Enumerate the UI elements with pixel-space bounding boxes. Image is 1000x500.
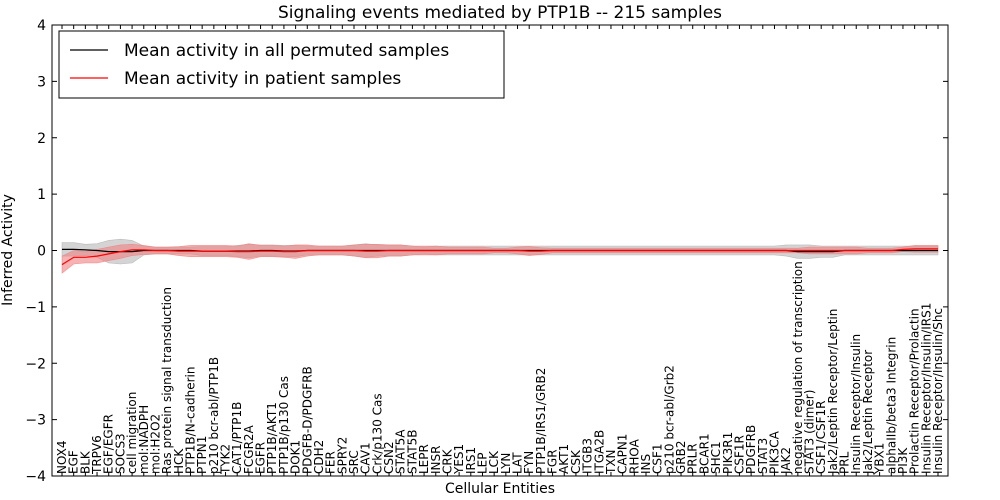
x-tick-label: SHC1 <box>709 441 723 474</box>
x-tick-label: BLK <box>78 450 92 474</box>
x-tick-label: CSF1R <box>732 435 746 474</box>
x-tick-label: ITGA2B <box>592 430 606 474</box>
x-tick-label: SPRY2 <box>335 437 349 474</box>
x-tick-label: EGF/EGFR <box>102 414 116 474</box>
x-tick-label: PTPN1 <box>195 436 209 474</box>
x-tick-label: STAT5B <box>405 430 419 475</box>
y-tick-label: −2 <box>25 356 46 372</box>
x-tick-label: STAT3 (dimer) <box>803 390 817 474</box>
x-tick-label: STAT3 <box>756 438 770 474</box>
x-tick-label: LAT <box>511 452 525 474</box>
legend-box <box>58 30 505 99</box>
x-tick-label: BCAR1 <box>697 433 711 474</box>
legend-label-permuted: Mean activity in all permuted samples <box>124 41 449 61</box>
x-tick-label: Jak2/Leptin Receptor <box>861 350 875 475</box>
x-axis-label: Cellular Entities <box>445 481 555 497</box>
x-tick-label: STAT5A <box>394 429 408 474</box>
y-tick-label: 1 <box>37 187 46 203</box>
x-tick-label: alphaIIb/beta3 Integrin <box>884 337 898 474</box>
x-tick-label: CRK <box>440 448 454 474</box>
x-tick-label: mol:NADPH <box>137 405 151 474</box>
x-tick-label: p210 bcr-abl/Grb2 <box>662 365 676 474</box>
x-tick-label: PI3K <box>896 447 910 474</box>
x-tick-label: NOX4 <box>55 440 69 474</box>
x-tick-label: CSK <box>569 449 583 474</box>
x-tick-label: PTP1B/IRS1/GRB2 <box>534 368 548 474</box>
x-tick-label: LEPR <box>417 444 431 474</box>
x-tick-label: CAPN1 <box>616 434 630 474</box>
x-tick-label: CSN2 <box>382 441 396 474</box>
x-tick-label: Prolactin Receptor/Prolactin <box>908 308 922 474</box>
x-tick-label: PDGFB-D/PDGFRB <box>300 366 314 474</box>
x-tick-label: Insulin Receptor/Insulin/IRS1 <box>919 303 933 474</box>
y-tick-label: −1 <box>25 300 46 316</box>
x-tick-label: AKT1 <box>557 444 571 474</box>
x-tick-label: LYN <box>499 453 513 474</box>
chart-title: Signaling events mediated by PTP1B -- 21… <box>278 3 722 23</box>
x-tick-label: cell migration <box>125 392 139 474</box>
x-tick-label: INS <box>639 454 653 474</box>
x-tick-label: negative regulation of transcription <box>791 261 805 474</box>
x-tick-label: JAK2 <box>779 447 793 475</box>
x-tick-label: Ras protein signal transduction <box>160 287 174 474</box>
line-series-1 <box>61 248 938 266</box>
legend-label-patient: Mean activity in patient samples <box>124 69 401 89</box>
x-tick-label: DOK1 <box>289 440 303 474</box>
x-tick-label: PTP1B/N-cadherin <box>184 367 198 474</box>
series-lines <box>61 248 938 266</box>
x-tick-label: PTP1B/p130 Cas <box>277 376 291 474</box>
y-tick-label: 0 <box>37 244 46 260</box>
y-tick-label: −4 <box>25 469 46 485</box>
x-tick-label: mol:H2O2 <box>148 414 162 474</box>
x-tick-label: PTP1B/AKT1 <box>265 402 279 474</box>
x-tick-label: FGR <box>546 449 560 474</box>
x-tick-label: SOCS3 <box>113 433 127 474</box>
x-tick-label: EGF <box>67 450 81 474</box>
y-tick-label: 2 <box>37 131 46 147</box>
x-tick-label: CSF1 <box>651 443 665 474</box>
x-tick-label: PIK3CA <box>768 430 782 474</box>
y-axis: −4 −3 −2 −1 0 1 2 3 4 <box>25 18 948 485</box>
x-tick-label: YES1 <box>452 444 466 475</box>
x-tick-label: LCK <box>487 450 501 474</box>
x-tick-label: CSF1/CSF1R <box>814 401 828 474</box>
plot-frame <box>51 24 949 477</box>
x-tick-label: FCGR2A <box>242 424 256 474</box>
x-tick-label: TYK2 <box>219 444 233 475</box>
x-tick-label: PRLR <box>686 443 700 474</box>
y-tick-label: 3 <box>37 74 46 90</box>
x-tick-label: Insulin Receptor/Insulin/Shc <box>931 308 945 474</box>
x-tick-label: EGFR <box>254 442 268 474</box>
y-tick-label: −3 <box>25 413 46 429</box>
x-tick-label: Crk/p130 Cas <box>370 393 384 474</box>
x-tick-label: PIK3R1 <box>721 432 735 474</box>
x-tick-label: TXN <box>604 449 618 475</box>
x-tick-label: CDH2 <box>312 440 326 474</box>
x-tick-label: GRB2 <box>674 440 688 474</box>
x-tick-label: IRS1 <box>464 447 478 474</box>
x-tick-label: CAV1 <box>359 442 373 474</box>
x-tick-label: FER <box>324 451 338 474</box>
x-tick-label: FYN <box>522 451 536 474</box>
x-tick-label: Jak2/Leptin Receptor/Leptin <box>826 309 840 475</box>
x-tick-label: RHOA <box>627 438 641 474</box>
x-tick-label: INSR <box>429 446 443 474</box>
x-tick-label: ITGB3 <box>581 438 595 474</box>
x-tick-label: SRC <box>347 450 361 474</box>
x-tick-label: TRPV6 <box>90 435 104 475</box>
x-tick-label: PRL <box>838 451 852 474</box>
y-tick-label: 4 <box>37 18 46 34</box>
y-axis-label: Inferred Activity <box>0 194 16 306</box>
x-tick-label: Insulin Receptor/Insulin <box>849 334 863 474</box>
x-tick-label: p210 bcr-abl/PTP1B <box>207 357 221 474</box>
legend: Mean activity in all permuted samples Me… <box>58 30 505 99</box>
x-tick-label: HCK <box>172 448 186 474</box>
x-tick-label: PDGFRB <box>744 425 758 474</box>
x-tick-label: LEP <box>476 452 490 474</box>
x-tick-label: CAT1/PTP1B <box>230 402 244 474</box>
x-tick-label: YBX1 <box>873 443 887 475</box>
